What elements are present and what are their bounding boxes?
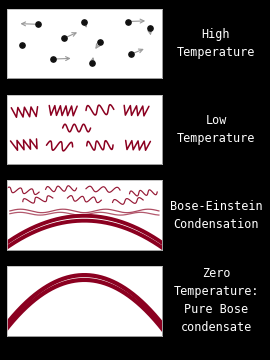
Text: Zero
Temperature:
Pure Bose
condensate: Zero Temperature: Pure Bose condensate bbox=[173, 267, 259, 334]
Text: Low
Temperature: Low Temperature bbox=[177, 114, 255, 145]
Text: Bose-Einstein
Condensation: Bose-Einstein Condensation bbox=[170, 199, 262, 231]
Text: High
Temperature: High Temperature bbox=[177, 28, 255, 59]
